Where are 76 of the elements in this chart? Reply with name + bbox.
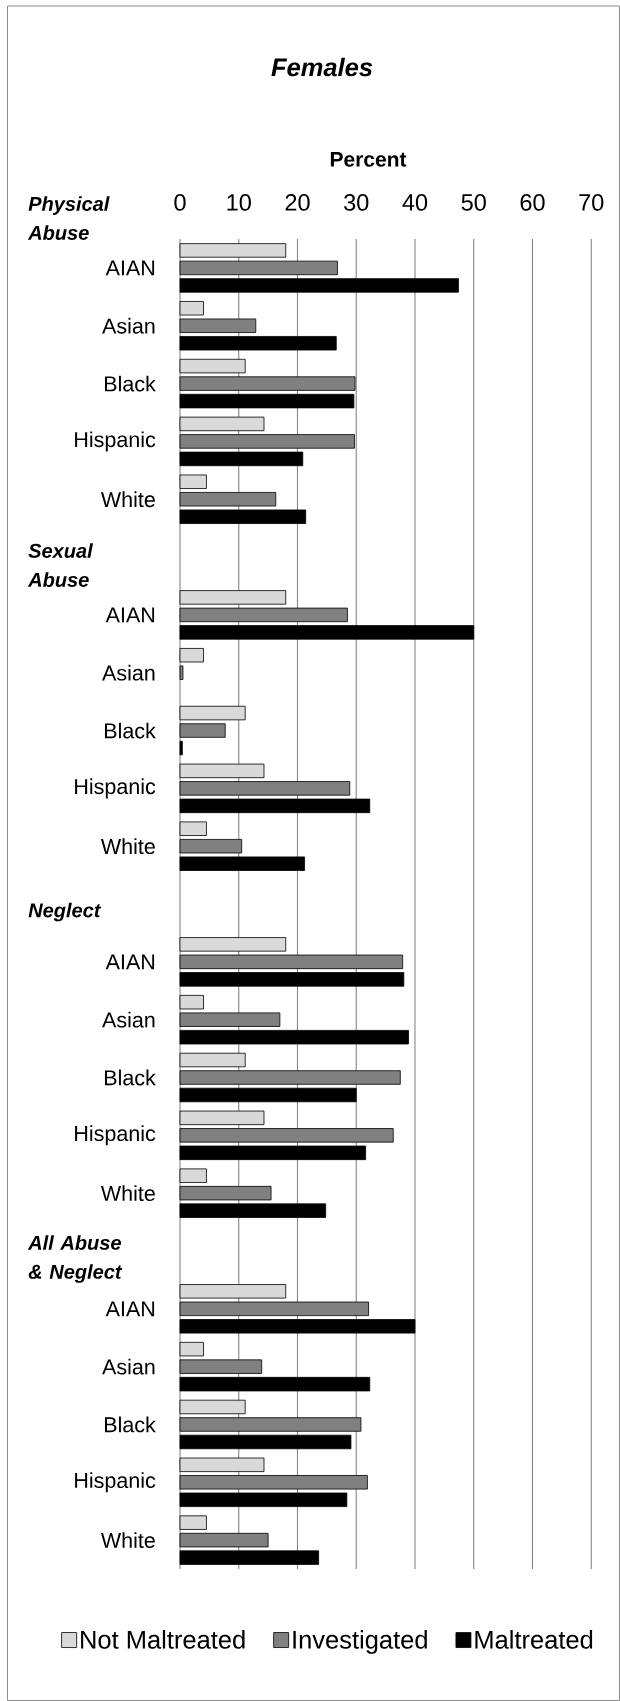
- bar: [179, 451, 304, 467]
- y-tick-label: Hispanic: [75, 1125, 156, 1146]
- bar: [179, 1029, 409, 1045]
- y-tick-label: Black: [104, 1069, 156, 1086]
- bar: [179, 416, 265, 432]
- bar: [179, 1110, 265, 1126]
- x-tick-label: 40: [402, 194, 428, 211]
- x-tick-label: 60: [520, 194, 545, 211]
- bar: [179, 1515, 207, 1530]
- x-tick-label: 20: [285, 194, 310, 211]
- bar: [179, 1319, 416, 1334]
- bar: [179, 1550, 320, 1565]
- y-tick-label: Black: [104, 1416, 156, 1433]
- legend-label: Maltreated: [475, 1630, 593, 1649]
- legend-label: Not Maltreated: [81, 1630, 245, 1649]
- text: Physical Abuse: [27, 196, 110, 240]
- y-tick-label: White: [100, 1532, 155, 1549]
- bar: [179, 625, 475, 640]
- y-tick-label: White: [100, 491, 155, 508]
- bar: [179, 1434, 352, 1450]
- bar: [179, 1376, 371, 1392]
- y-tick-label: AIAN: [105, 1301, 155, 1317]
- bar: [179, 336, 337, 351]
- y-tick-label: Black: [104, 375, 156, 392]
- text: All Abuse & Neglect: [27, 1235, 123, 1283]
- bar: [179, 590, 287, 605]
- y-tick-label: AIAN: [105, 260, 155, 276]
- y-tick-label: Hispanic: [75, 1472, 156, 1493]
- x-tick-label: 70: [579, 194, 604, 211]
- y-tick-label: Black: [104, 722, 156, 739]
- text: Neglect: [28, 902, 102, 922]
- x-tick-label: 30: [344, 194, 369, 211]
- bar: [179, 1399, 246, 1415]
- text: Sexual Abuse: [27, 543, 94, 587]
- x-tick-label: 10: [227, 194, 251, 211]
- bar: [179, 1341, 204, 1357]
- bar: [179, 994, 204, 1010]
- bar: [179, 740, 183, 756]
- y-tick-label: AIAN: [105, 607, 155, 623]
- y-tick-label: White: [100, 838, 155, 855]
- bar: [179, 1087, 357, 1103]
- x-axis-title: Percent: [330, 152, 407, 167]
- x-tick-label: 50: [461, 194, 486, 211]
- bar: [179, 301, 204, 316]
- chart-title: Females: [271, 57, 373, 77]
- bar: [179, 509, 307, 524]
- bar: [179, 705, 246, 721]
- y-tick-label: Hispanic: [75, 431, 156, 452]
- bar: [179, 278, 459, 293]
- bar: [179, 1284, 287, 1299]
- bar: [179, 1203, 327, 1218]
- bar: [179, 1168, 207, 1183]
- bar: [179, 763, 265, 779]
- bar: [179, 1492, 348, 1507]
- bar: [179, 856, 305, 871]
- legend-label: Investigated: [293, 1630, 427, 1654]
- bar: [179, 1145, 367, 1161]
- bar: [179, 358, 246, 374]
- bar: [179, 937, 287, 952]
- y-tick-label: Hispanic: [75, 778, 156, 799]
- bar: [179, 243, 287, 258]
- bar: [179, 393, 355, 409]
- bar: [179, 972, 405, 987]
- y-tick-label: Asian: [102, 664, 155, 681]
- bar: [179, 821, 207, 836]
- bar: [179, 474, 207, 489]
- y-tick-label: White: [100, 1185, 155, 1202]
- bar: [179, 648, 204, 663]
- y-tick-label: Asian: [102, 1011, 155, 1028]
- y-tick-label: AIAN: [105, 954, 155, 970]
- bar: [179, 1052, 246, 1068]
- bar: [179, 798, 371, 814]
- y-tick-label: Asian: [102, 1358, 155, 1375]
- x-tick-label: 0: [174, 194, 186, 211]
- bar: [179, 1457, 265, 1472]
- y-tick-label: Asian: [102, 317, 155, 334]
